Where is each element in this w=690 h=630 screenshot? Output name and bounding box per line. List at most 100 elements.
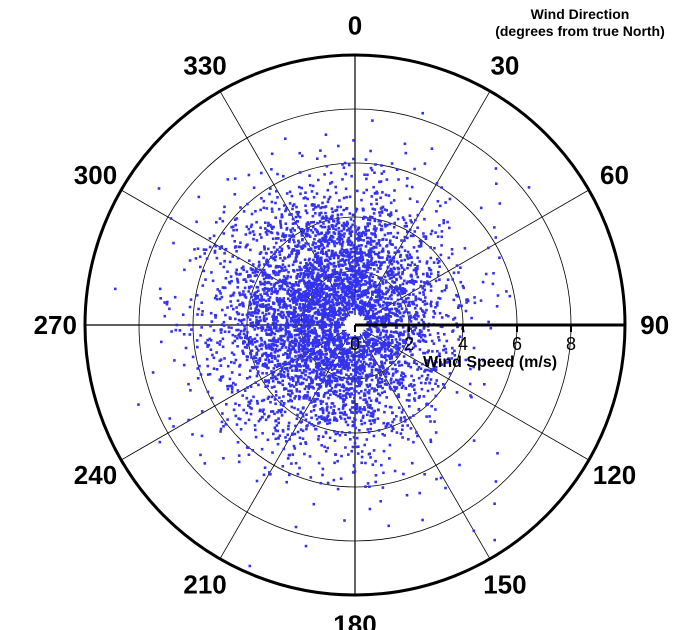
data-point: [297, 345, 300, 349]
data-point: [302, 279, 306, 283]
data-point: [428, 282, 432, 286]
data-point: [276, 359, 279, 362]
data-point: [301, 318, 305, 321]
data-point: [276, 411, 279, 414]
data-point: [363, 421, 367, 425]
data-point: [289, 394, 292, 398]
data-point: [400, 259, 403, 262]
data-point: [329, 393, 332, 397]
data-point: [259, 293, 262, 296]
data-point: [429, 438, 432, 442]
data-point: [343, 417, 347, 421]
data-point: [403, 415, 406, 419]
data-point: [335, 324, 338, 327]
data-point: [305, 272, 308, 276]
data-point: [308, 455, 312, 458]
data-point: [391, 411, 394, 414]
data-point: [375, 312, 378, 315]
data-point: [361, 349, 365, 353]
data-point: [390, 348, 393, 351]
data-point: [387, 320, 391, 324]
data-point: [329, 337, 333, 340]
data-point: [326, 342, 330, 346]
data-point: [317, 438, 320, 441]
data-point: [323, 195, 326, 199]
data-point: [333, 412, 337, 415]
data-point: [270, 251, 273, 254]
data-point: [415, 272, 418, 276]
data-point: [286, 284, 289, 288]
data-point: [254, 324, 258, 328]
data-point: [331, 301, 335, 304]
data-point: [320, 444, 323, 447]
data-point: [386, 273, 390, 276]
data-point: [354, 225, 357, 228]
data-point: [373, 418, 377, 422]
data-point: [315, 358, 318, 361]
data-point: [437, 271, 440, 274]
data-point: [368, 507, 372, 511]
data-point: [255, 353, 259, 356]
data-point: [305, 234, 308, 237]
data-point: [318, 334, 321, 338]
data-point: [286, 322, 290, 325]
data-point: [469, 367, 472, 371]
data-point: [368, 396, 371, 400]
data-point: [222, 324, 226, 327]
data-point: [455, 391, 459, 394]
data-point: [358, 275, 362, 279]
data-point: [242, 352, 245, 355]
data-point: [371, 233, 375, 236]
data-point: [362, 353, 365, 356]
data-point: [376, 327, 379, 330]
data-point: [309, 283, 313, 287]
data-point: [342, 358, 345, 361]
data-point: [466, 298, 469, 301]
data-point: [322, 377, 326, 380]
data-point: [317, 357, 321, 361]
data-point: [379, 220, 382, 223]
data-point: [317, 383, 321, 387]
data-point: [287, 382, 291, 386]
data-point: [323, 330, 326, 333]
data-point: [247, 400, 251, 404]
data-point: [300, 294, 304, 298]
data-point: [278, 250, 281, 254]
data-point: [365, 188, 368, 192]
data-point: [321, 361, 325, 365]
data-point: [228, 260, 232, 264]
data-point: [438, 352, 441, 355]
data-point: [401, 271, 404, 274]
data-point: [311, 298, 315, 301]
data-point: [338, 251, 342, 255]
data-point: [368, 303, 371, 306]
data-point: [403, 225, 407, 228]
data-point: [406, 255, 409, 259]
data-point: [417, 376, 421, 380]
data-point: [321, 239, 325, 242]
data-point: [377, 260, 381, 264]
data-point: [340, 229, 343, 233]
data-point: [319, 355, 322, 358]
data-point: [332, 295, 336, 299]
data-point: [370, 330, 373, 334]
data-point: [310, 305, 313, 309]
data-point: [267, 366, 270, 370]
data-point: [404, 289, 408, 293]
data-point: [263, 280, 267, 284]
data-point: [306, 294, 309, 298]
data-point: [327, 220, 331, 224]
data-point: [304, 242, 307, 245]
data-point: [380, 343, 383, 347]
data-point: [256, 301, 259, 304]
data-point: [357, 350, 360, 354]
data-point: [463, 247, 467, 250]
data-point: [322, 217, 326, 220]
data-point: [385, 382, 388, 385]
data-point: [341, 361, 345, 365]
data-point: [158, 440, 162, 444]
data-point: [239, 272, 242, 276]
data-point: [527, 186, 531, 189]
data-point: [189, 298, 193, 301]
data-point: [266, 379, 269, 383]
